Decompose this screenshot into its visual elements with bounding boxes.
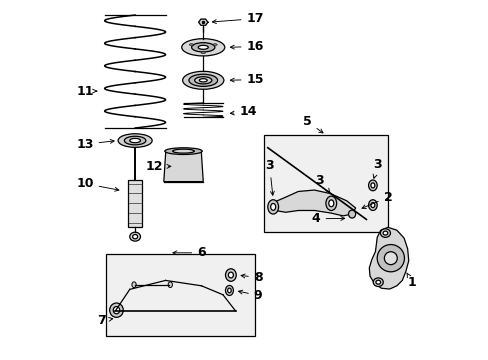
Ellipse shape — [228, 272, 233, 278]
Text: 3: 3 — [315, 174, 329, 193]
Ellipse shape — [168, 282, 172, 288]
Ellipse shape — [372, 278, 383, 287]
Text: 16: 16 — [230, 40, 264, 53]
Polygon shape — [368, 227, 408, 289]
Ellipse shape — [199, 79, 207, 82]
Ellipse shape — [370, 203, 374, 208]
Ellipse shape — [267, 200, 278, 214]
Ellipse shape — [380, 229, 389, 237]
Ellipse shape — [368, 200, 376, 211]
Text: 2: 2 — [361, 191, 391, 208]
Bar — [264, 135, 387, 232]
Ellipse shape — [109, 303, 123, 318]
Ellipse shape — [188, 74, 217, 86]
Ellipse shape — [201, 52, 205, 54]
Ellipse shape — [129, 232, 140, 241]
Circle shape — [384, 252, 396, 265]
Ellipse shape — [368, 180, 376, 191]
Ellipse shape — [132, 234, 137, 239]
Text: 3: 3 — [265, 159, 274, 195]
Text: 15: 15 — [230, 73, 264, 86]
Text: 6: 6 — [173, 246, 205, 259]
Ellipse shape — [191, 42, 214, 52]
Ellipse shape — [194, 77, 211, 84]
Text: 9: 9 — [238, 289, 262, 302]
Text: 3: 3 — [372, 158, 382, 178]
Text: 4: 4 — [311, 212, 344, 225]
Text: 14: 14 — [230, 105, 256, 118]
Ellipse shape — [348, 210, 355, 218]
Ellipse shape — [118, 134, 152, 147]
Ellipse shape — [182, 39, 224, 56]
Ellipse shape — [182, 71, 224, 89]
Text: 1: 1 — [406, 273, 416, 289]
Ellipse shape — [113, 307, 120, 314]
Text: 13: 13 — [76, 138, 114, 150]
Text: 12: 12 — [145, 160, 170, 173]
Text: 5: 5 — [303, 115, 323, 133]
Ellipse shape — [198, 45, 208, 49]
Circle shape — [376, 244, 404, 272]
Polygon shape — [198, 19, 207, 25]
Ellipse shape — [270, 203, 275, 210]
Polygon shape — [271, 190, 355, 216]
Bar — [106, 253, 255, 336]
Ellipse shape — [124, 136, 145, 145]
Ellipse shape — [225, 285, 233, 296]
Ellipse shape — [164, 148, 202, 154]
Ellipse shape — [132, 282, 136, 288]
Ellipse shape — [227, 288, 231, 293]
Bar — [128, 180, 142, 226]
Text: 11: 11 — [76, 85, 97, 98]
Ellipse shape — [172, 149, 194, 153]
Ellipse shape — [129, 138, 140, 143]
Text: 7: 7 — [97, 314, 113, 327]
Text: 10: 10 — [76, 177, 119, 191]
Ellipse shape — [375, 280, 380, 284]
Ellipse shape — [382, 231, 387, 235]
Ellipse shape — [225, 269, 236, 281]
Ellipse shape — [189, 44, 193, 45]
Text: 8: 8 — [241, 271, 262, 284]
Ellipse shape — [325, 196, 336, 211]
Ellipse shape — [328, 200, 333, 207]
Polygon shape — [163, 151, 203, 181]
Text: 17: 17 — [212, 12, 264, 25]
Ellipse shape — [370, 183, 374, 188]
Ellipse shape — [212, 44, 217, 45]
